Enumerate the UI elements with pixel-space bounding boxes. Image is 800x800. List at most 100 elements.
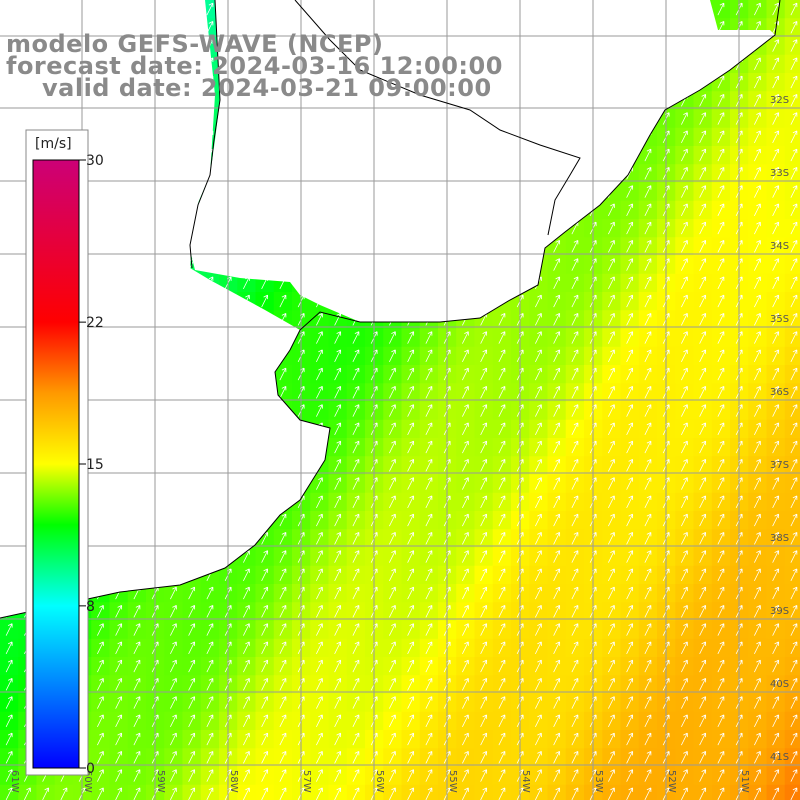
wind-arrow	[754, 2, 761, 16]
field-cell	[766, 310, 786, 330]
field-cell	[711, 365, 731, 384]
wind-arrow	[389, 331, 396, 344]
wind-arrow	[170, 641, 177, 655]
field-cell	[255, 730, 275, 749]
wind-arrow	[407, 769, 415, 782]
field-cell	[474, 401, 494, 421]
wind-arrow	[498, 678, 506, 691]
wind-arrow	[316, 787, 323, 800]
field-cell	[638, 438, 658, 457]
wind-arrow	[699, 313, 707, 326]
wind-arrow	[188, 678, 196, 691]
field-cell	[492, 365, 512, 384]
field-cell	[693, 730, 713, 749]
field-cell	[565, 620, 585, 640]
wind-arrow	[553, 659, 561, 673]
wind-arrow	[626, 240, 634, 253]
wind-arrow	[790, 532, 798, 545]
wind-arrow	[553, 404, 561, 417]
field-cell	[273, 547, 293, 567]
wind-arrow	[498, 586, 506, 600]
field-cell	[711, 182, 731, 202]
field-cell	[711, 419, 731, 439]
wind-arrow	[462, 513, 469, 527]
wind-arrow	[352, 367, 360, 381]
wind-arrow	[407, 787, 415, 800]
wind-arrow	[170, 659, 177, 673]
field-cell	[401, 474, 421, 494]
wind-arrow	[754, 221, 761, 235]
wind-arrow	[790, 75, 798, 89]
wind-arrow	[553, 714, 561, 728]
wind-arrow	[790, 349, 798, 363]
wind-arrow	[480, 459, 488, 472]
wind-arrow	[425, 550, 433, 563]
wind-arrow	[535, 367, 542, 381]
field-cell	[620, 237, 640, 257]
wind-arrow	[261, 623, 269, 636]
wind-arrow	[717, 659, 725, 673]
wind-arrow	[717, 513, 725, 527]
wind-arrow	[608, 732, 615, 746]
wind-arrow	[754, 678, 761, 691]
wind-arrow	[425, 714, 433, 728]
field-cell	[164, 620, 184, 640]
field-cell	[346, 365, 366, 384]
field-cell	[675, 164, 695, 184]
wind-arrow	[571, 422, 579, 436]
field-cell	[748, 346, 768, 366]
wind-arrow	[407, 659, 415, 673]
field-cell	[565, 584, 585, 603]
field-cell	[346, 602, 366, 622]
field-cell	[711, 146, 731, 165]
field-cell	[784, 565, 800, 585]
field-cell	[401, 766, 421, 786]
field-cell	[255, 602, 275, 622]
field-cell	[602, 401, 622, 421]
wind-arrow	[97, 732, 104, 746]
wind-arrow	[115, 732, 123, 746]
wind-arrow	[772, 294, 780, 308]
field-cell	[602, 638, 622, 658]
wind-arrow	[425, 732, 433, 746]
wind-arrow	[5, 769, 13, 782]
wind-arrow	[498, 659, 506, 673]
lon-label: 56W	[374, 770, 385, 793]
wind-arrow	[389, 513, 396, 527]
field-cell	[109, 784, 129, 800]
wind-arrow	[261, 550, 269, 563]
wind-arrow	[644, 678, 652, 691]
wind-arrow	[754, 532, 761, 545]
field-cell	[456, 620, 476, 640]
field-cell	[693, 492, 713, 512]
field-cell	[693, 657, 713, 676]
wind-arrow	[717, 714, 725, 728]
wind-arrow	[535, 459, 542, 472]
wind-arrow	[352, 349, 360, 363]
wind-arrow	[754, 732, 761, 746]
field-cell	[766, 711, 786, 731]
field-cell	[638, 602, 658, 622]
field-cell	[748, 383, 768, 403]
wind-arrow	[571, 659, 579, 673]
wind-arrow	[352, 386, 360, 399]
wind-arrow	[644, 550, 652, 563]
colorbar-tick-label: 8	[86, 599, 95, 615]
wind-arrow	[97, 787, 104, 800]
field-cell	[200, 766, 220, 786]
field-cell	[766, 73, 786, 92]
wind-arrow	[316, 641, 323, 655]
wind-arrow	[389, 532, 396, 545]
field-cell	[638, 292, 658, 311]
wind-arrow	[644, 349, 652, 363]
wind-arrow	[407, 696, 415, 709]
wind-arrow	[571, 623, 579, 636]
wind-arrow	[699, 112, 707, 125]
field-cell	[748, 255, 768, 275]
wind-arrow	[571, 678, 579, 691]
field-cell	[638, 419, 658, 439]
field-cell	[456, 565, 476, 585]
field-cell	[565, 237, 585, 257]
field-cell	[310, 401, 330, 421]
field-cell	[456, 346, 476, 366]
